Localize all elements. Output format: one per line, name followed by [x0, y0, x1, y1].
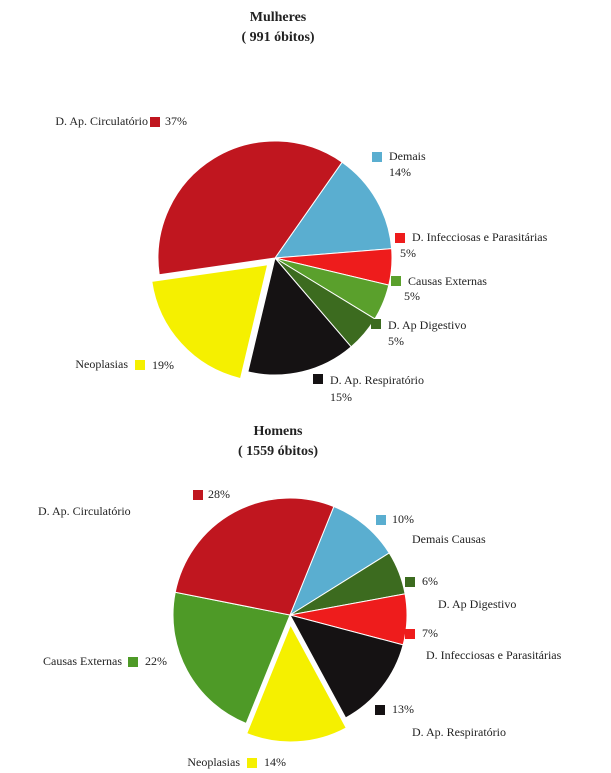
slice-label: D. Ap Digestivo [438, 597, 516, 611]
legend-marker [376, 515, 386, 525]
value-label: 5% [400, 246, 416, 260]
value-label: 15% [330, 390, 352, 404]
value-label: 10% [392, 512, 414, 526]
legend-marker [135, 360, 145, 370]
slice-label: D. Ap. Circulatório [55, 114, 148, 128]
legend-marker [395, 233, 405, 243]
legend-marker [128, 657, 138, 667]
pie-slice [247, 256, 352, 376]
legend-marker [391, 276, 401, 286]
pie-slice [172, 591, 291, 725]
legend-marker [371, 319, 381, 329]
slice-label: Causas Externas [408, 274, 487, 288]
slice-label: D. Ap. Respiratório [330, 373, 424, 387]
value-label: 37% [165, 114, 187, 128]
slice-label: Causas Externas [43, 654, 122, 668]
slice-label: D. Infecciosas e Parasitárias [412, 230, 548, 244]
chart-title: Mulheres [250, 10, 307, 25]
legend-marker [372, 152, 382, 162]
pie-slice [151, 264, 269, 380]
value-label: 22% [145, 654, 167, 668]
pie-slice [157, 140, 343, 276]
slice-label: D. Ap. Respiratório [412, 725, 506, 739]
value-label: 7% [422, 626, 438, 640]
value-label: 5% [388, 334, 404, 348]
slice-label: Demais [389, 149, 426, 163]
legend-marker [247, 758, 257, 768]
slice-label: Demais Causas [412, 532, 486, 546]
chart-title: Homens [254, 424, 304, 439]
pie-slice [273, 161, 393, 259]
legend-marker [405, 577, 415, 587]
pie-chart: Homens ( 1559 óbitos) D. Ap. Circulatório 2… [38, 424, 562, 769]
slice-label: Neoplasias [187, 755, 240, 769]
legend-marker [193, 490, 203, 500]
slice-label: D. Ap. Circulatório [38, 504, 131, 518]
legend-marker [150, 117, 160, 127]
slice-label: Neoplasias [75, 357, 128, 371]
legend-marker [405, 629, 415, 639]
value-label: 28% [208, 487, 230, 501]
value-label: 19% [152, 358, 174, 372]
pie-slice [174, 497, 335, 616]
legend-marker [313, 374, 323, 384]
value-label: 14% [264, 755, 286, 769]
value-label: 14% [389, 165, 411, 179]
value-label: 5% [404, 289, 420, 303]
pie-slice [246, 623, 347, 743]
pie-slice [289, 614, 404, 719]
slice-label: D. Infecciosas e Parasitárias [426, 648, 562, 662]
chart-subtitle: ( 991 óbitos) [241, 30, 314, 45]
pie-chart: Mulheres ( 991 óbitos) D. Ap. Circulatório… [55, 10, 547, 404]
legend-marker [375, 705, 385, 715]
slice-label: D. Ap Digestivo [388, 318, 466, 332]
chart-subtitle: ( 1559 óbitos) [238, 444, 318, 459]
value-label: 13% [392, 702, 414, 716]
value-label: 6% [422, 574, 438, 588]
pie-slice [288, 505, 390, 617]
